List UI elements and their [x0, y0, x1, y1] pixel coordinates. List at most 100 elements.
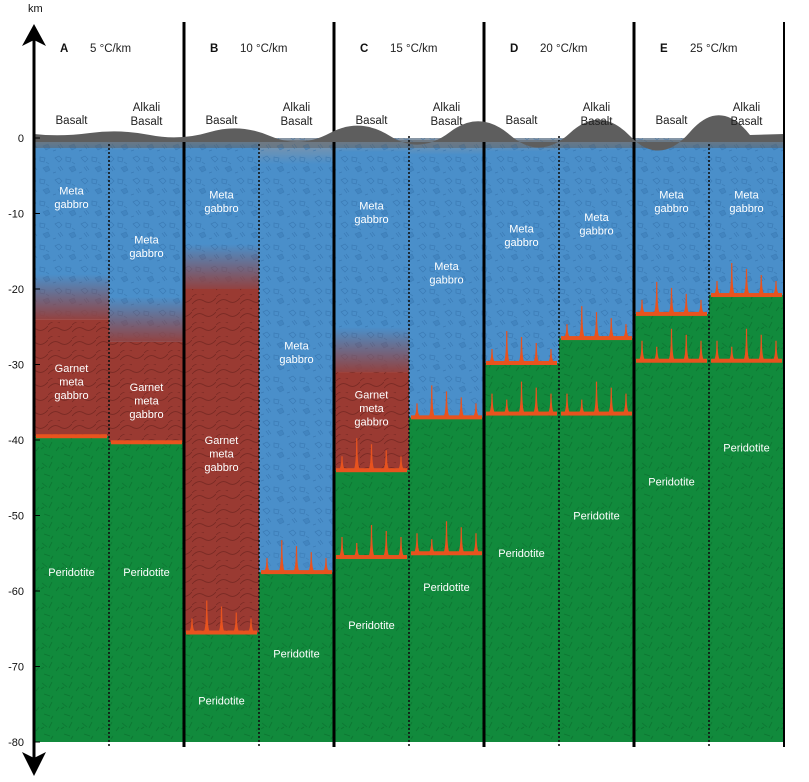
- panel-b-letter: B: [210, 43, 218, 55]
- depth-axis-tick-label: -10: [8, 209, 24, 221]
- panel-e-col-2-peridotite-texture: [709, 295, 784, 742]
- panel-a-col-1-garnet-texture: [34, 319, 109, 437]
- panel-c-col-1-label-2: meta: [359, 403, 384, 415]
- panel-b-col-1-label-1: gabbro: [204, 203, 238, 215]
- panel-b-col-1-melt-spikes-1: [186, 600, 257, 634]
- depth-axis-arrow-down: [22, 752, 46, 776]
- panel-b-col-2-label-2: Peridotite: [273, 648, 319, 660]
- panel-c-letter: C: [360, 43, 368, 55]
- panel-c-col-2-melt-spikes-1: [411, 385, 482, 418]
- panel-c-col-1-label-1: gabbro: [354, 214, 388, 226]
- panel-e-col-2-metagabbro-texture: [709, 138, 784, 296]
- panel-a-col-2-label-2: Garnet: [130, 382, 164, 394]
- panel-e-col-2-header: Basalt: [731, 116, 764, 128]
- panel-d-col-1-melt-spikes-2: [486, 381, 557, 415]
- panel-a-col-2-melt-line-1: [111, 440, 182, 445]
- panel-b-col-1-peridotite-texture: [184, 632, 259, 742]
- panel-a-col-1-label-1: gabbro: [54, 199, 88, 211]
- panel-e-letter: E: [660, 43, 668, 55]
- panel-d-col-2-metagabbro-texture: [559, 138, 634, 339]
- depth-axis-tick-label: 0: [18, 133, 24, 145]
- panel-b-col-2-header: Basalt: [281, 116, 314, 128]
- panel-a-col-2-header: Basalt: [131, 116, 164, 128]
- panel-a-gradient: 5 °C/km: [90, 43, 131, 55]
- panel-e-col-1-melt-spikes-1: [636, 281, 707, 315]
- panel-b-col-1-garnet-texture: [184, 289, 259, 633]
- panel-c-col-1-melt-spikes-1: [336, 438, 407, 471]
- panel-e-col-2-label-1: gabbro: [729, 203, 763, 215]
- panel-e-col-1-peridotite-texture: [634, 313, 709, 742]
- panel-c-col-2-peridotite-texture: [409, 417, 484, 742]
- panel-a-col-2-label-2: gabbro: [129, 409, 163, 421]
- panel-e-gradient: 25 °C/km: [690, 43, 737, 55]
- panel-a-col-1-melt-line-1: [36, 434, 107, 439]
- panel-e-col-1-melt-spikes-2: [636, 328, 707, 362]
- depth-axis-tick-label: -60: [8, 586, 24, 598]
- panel-c-col-1-label-3: Peridotite: [348, 620, 394, 632]
- panel-c-col-2-metagabbro-texture: [409, 138, 484, 418]
- panel-d-col-2-melt-spikes-1: [561, 306, 632, 339]
- depth-axis-arrow-up: [22, 24, 46, 46]
- panel-a-col-2-peridotite-texture: [109, 442, 184, 742]
- panel-d-col-1-metagabbro-texture: [484, 138, 559, 363]
- panel-d-col-1-peridotite-texture: [484, 362, 559, 742]
- panel-b-col-2-label-1: gabbro: [279, 354, 313, 366]
- panel-b-col-1-label-2: gabbro: [204, 462, 238, 474]
- panel-b-col-1-label-2: Garnet: [205, 435, 239, 447]
- panel-d-col-1-melt-spikes-1: [486, 330, 557, 364]
- depth-axis-tick-label: -20: [8, 284, 24, 296]
- panel-d-col-1-label-1: gabbro: [504, 237, 538, 249]
- panel-b-col-2-label-1: Meta: [284, 340, 309, 352]
- panel-c-col-1-melt-spikes-2: [336, 525, 407, 558]
- panel-e-col-1-header: Basalt: [656, 115, 689, 127]
- panel-d-col-1-label-2: Peridotite: [498, 548, 544, 560]
- depth-axis-unit: km: [28, 3, 43, 15]
- panel-d-col-1-header: Basalt: [506, 115, 539, 127]
- panel-a-col-2-label-1: Meta: [134, 235, 159, 247]
- panel-c-col-2-label-1: Meta: [434, 261, 459, 273]
- panel-b-col-1-label-1: Meta: [209, 189, 234, 201]
- panel-c-col-1-label-2: Garnet: [355, 389, 389, 401]
- panel-a-col-1-label-2: gabbro: [54, 390, 88, 402]
- depth-axis-tick-label: -50: [8, 511, 24, 523]
- panel-c-col-1-peridotite-texture: [334, 470, 409, 742]
- depth-axis-tick-label: -30: [8, 360, 24, 372]
- depth-axis-tick-label: -40: [8, 435, 24, 447]
- panel-b-col-1-label-3: Peridotite: [198, 695, 244, 707]
- panel-a-col-1-label-2: Garnet: [55, 363, 89, 375]
- panel-e-col-2-label-1: Meta: [734, 189, 759, 201]
- panel-e-col-2-label-2: Peridotite: [723, 442, 769, 454]
- panel-d-col-2-melt-spikes-2: [561, 381, 632, 415]
- panel-b-col-2-metagabbro-texture: [259, 138, 334, 573]
- panel-b-col-1-label-2: meta: [209, 448, 234, 460]
- panel-e-col-1-label-2: Peridotite: [648, 476, 694, 488]
- panel-c-col-2-label-2: Peridotite: [423, 582, 469, 594]
- panel-a-col-2-garnet-transition: [109, 296, 184, 342]
- panel-c-col-2-header: Alkali: [433, 102, 460, 114]
- panel-c-col-1-label-1: Meta: [359, 201, 384, 213]
- panel-e-col-1-label-1: gabbro: [654, 203, 688, 215]
- panel-a-letter: A: [60, 43, 68, 55]
- panel-c-col-2-label-1: gabbro: [429, 275, 463, 287]
- panel-b-col-1-header: Basalt: [206, 115, 239, 127]
- panel-c-col-2-header: Basalt: [431, 116, 464, 128]
- panel-b-col-2-melt-spikes-1: [261, 540, 332, 573]
- depth-axis-tick-label: -70: [8, 662, 24, 674]
- panel-d-col-2-label-1: Meta: [584, 212, 609, 224]
- panel-a-col-2-garnet-texture: [109, 341, 184, 443]
- panel-d-col-1-label-1: Meta: [509, 223, 534, 235]
- panel-b-col-2-header: Alkali: [283, 102, 310, 114]
- panel-a-col-2-label-2: meta: [134, 395, 159, 407]
- panel-b-gradient: 10 °C/km: [240, 43, 287, 55]
- panel-c-gradient: 15 °C/km: [390, 43, 437, 55]
- panel-c-col-1-garnet-transition: [334, 327, 409, 373]
- panel-c-col-1-label-2: gabbro: [354, 416, 388, 428]
- panel-e-col-1-metagabbro-texture: [634, 138, 709, 314]
- panel-a-col-1-label-2: meta: [59, 377, 84, 389]
- panel-d-gradient: 20 °C/km: [540, 43, 587, 55]
- panel-a-col-2-header: Alkali: [133, 102, 160, 114]
- panel-e-col-2-melt-spikes-2: [711, 328, 782, 362]
- surface-crust-band: [34, 115, 784, 151]
- panel-a-col-1-garnet-transition: [34, 274, 109, 320]
